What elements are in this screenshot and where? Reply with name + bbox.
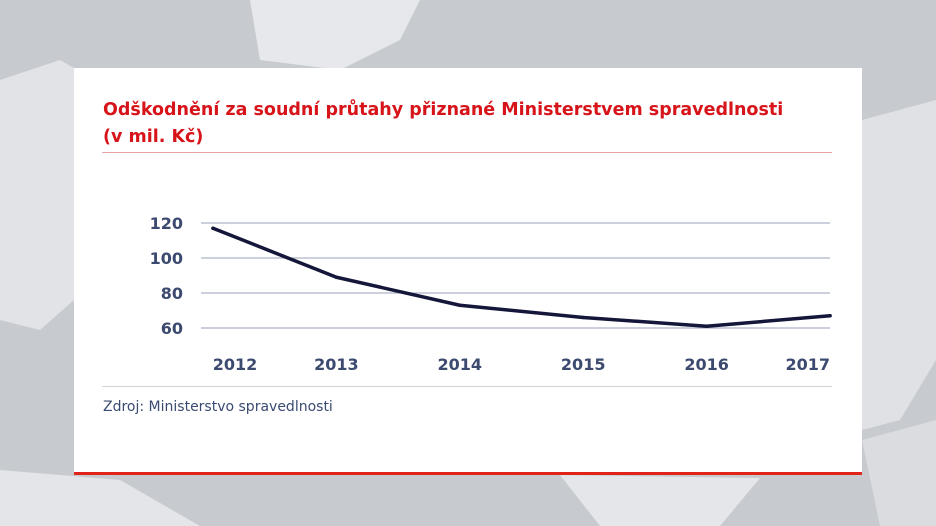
- chart-subtitle-units: (v mil. Kč): [103, 127, 204, 147]
- x-axis-ticks: 2012 2013 2014 2015 2016 2017: [213, 355, 830, 374]
- data-point-2013: [334, 275, 339, 280]
- x-tick-label: 2013: [314, 355, 359, 374]
- y-axis-ticks: 120 100 80 60: [150, 214, 183, 338]
- data-points: [211, 226, 832, 329]
- x-tick-label: 2014: [438, 355, 483, 374]
- x-tick-label: 2017: [785, 355, 830, 374]
- card-bottom-accent-rule: [74, 472, 862, 475]
- series-line: [211, 226, 832, 328]
- y-tick-label: 100: [150, 249, 183, 268]
- chart-title: Odškodnění za soudní průtahy přiznané Mi…: [103, 97, 843, 151]
- title-divider: [102, 152, 832, 153]
- x-tick-label: 2015: [561, 355, 606, 374]
- y-tick-label: 60: [161, 319, 183, 338]
- chart-title-text: Odškodnění za soudní průtahy přiznané Mi…: [103, 100, 784, 120]
- source-note: Zdroj: Ministerstvo spravedlnosti: [103, 399, 333, 415]
- chart-card: [74, 68, 862, 474]
- x-tick-label: 2012: [213, 355, 258, 374]
- line-chart: 120 100 80 60 2012 2013 2014 2015 2016 2017: [150, 214, 832, 374]
- data-point-2012: [211, 226, 215, 231]
- gridlines: [201, 222, 830, 329]
- source-divider: [102, 386, 832, 387]
- y-tick-label: 120: [150, 214, 183, 233]
- data-point-2014: [458, 303, 462, 308]
- y-tick-label: 80: [161, 284, 183, 303]
- data-point-2017: [828, 313, 832, 318]
- data-point-2015: [581, 315, 585, 320]
- x-tick-label: 2016: [684, 355, 729, 374]
- data-point-2016: [704, 324, 709, 329]
